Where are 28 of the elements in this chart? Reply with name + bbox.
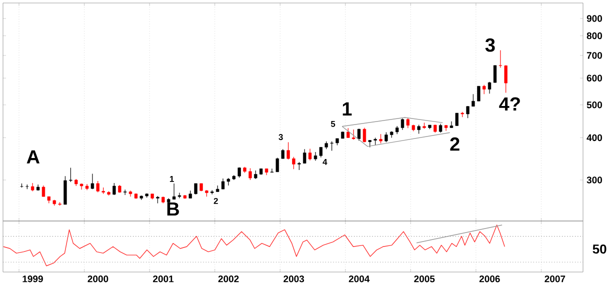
x-tick-label: 2005 xyxy=(414,276,435,282)
x-tick-label: 2000 xyxy=(88,276,108,282)
annotation: 4 xyxy=(322,158,328,165)
x-tick-label: 2007 xyxy=(544,276,566,282)
annotation: 1 xyxy=(170,176,174,182)
x-tick-label: 2002 xyxy=(218,276,239,282)
x-tick-label: 2003 xyxy=(284,276,304,282)
x-tick-label: 2001 xyxy=(153,276,174,282)
annotation: B xyxy=(167,202,179,216)
y-tick-label: 300 xyxy=(586,176,602,184)
annotation: 3 xyxy=(278,134,283,140)
y-tick-label: 400 xyxy=(586,134,602,142)
annotation: 2 xyxy=(450,137,460,151)
annotation: 1 xyxy=(342,102,352,116)
y-tick-label: 700 xyxy=(586,52,602,59)
y-tick-label: 900 xyxy=(586,15,602,22)
annotation: 3 xyxy=(485,38,495,52)
annotation: 4? xyxy=(499,97,520,111)
y-tick-label: 600 xyxy=(586,74,602,82)
y-tick-label: 800 xyxy=(586,32,602,40)
x-tick-label: 2006 xyxy=(479,276,500,282)
x-tick-label: 2004 xyxy=(348,276,370,282)
text: 50 xyxy=(592,244,606,254)
annotation: 5 xyxy=(330,121,336,127)
annotation: A xyxy=(26,150,40,164)
annotation: 2 xyxy=(214,198,218,204)
y-tick-label: 500 xyxy=(586,102,602,108)
x-tick-label: 1999 xyxy=(22,276,43,282)
